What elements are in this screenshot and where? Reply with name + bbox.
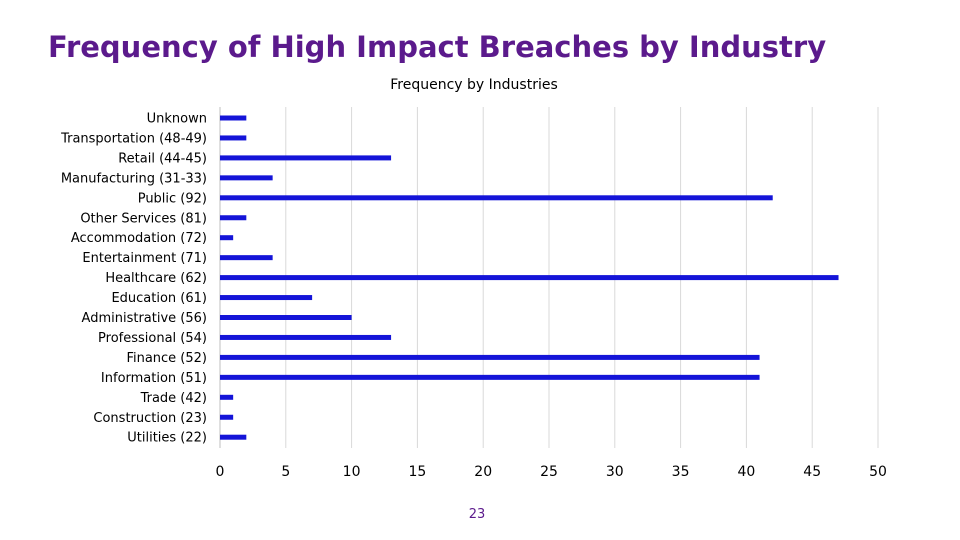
category-label: Transportation (48-49) (60, 131, 207, 146)
x-tick-label: 30 (606, 464, 624, 480)
bar (220, 155, 392, 161)
bar (220, 115, 247, 121)
bar (220, 195, 773, 201)
category-label: Education (61) (111, 291, 207, 306)
x-tick-label: 40 (737, 464, 755, 480)
bar (220, 215, 247, 221)
category-label: Unknown (147, 112, 207, 127)
bar (220, 394, 234, 400)
category-label: Public (92) (138, 191, 207, 206)
bar (220, 374, 760, 380)
category-label: Other Services (81) (80, 211, 207, 226)
bar (220, 334, 392, 340)
category-labels: Unknown Transportation (48-49) Retail (44-… (60, 112, 207, 446)
x-tick-label: 35 (672, 464, 690, 480)
category-label: Trade (42) (140, 391, 207, 406)
x-tick-label: 20 (474, 464, 492, 480)
bar (220, 235, 234, 241)
x-tick-label: 5 (281, 464, 290, 480)
category-label: Professional (54) (98, 331, 207, 346)
chart-title: Frequency by Industries (390, 77, 558, 93)
bars (220, 115, 839, 440)
x-tick-label: 50 (869, 464, 887, 480)
category-label: Construction (23) (93, 411, 207, 426)
bar (220, 255, 273, 261)
bar (220, 175, 273, 181)
bar (220, 354, 760, 360)
category-label: Manufacturing (31-33) (61, 171, 207, 186)
x-tick-label: 45 (803, 464, 821, 480)
bar (220, 275, 839, 281)
bar (220, 414, 234, 420)
x-tick-labels: 0 5 10 15 20 25 30 35 40 45 50 (216, 464, 887, 480)
category-label: Retail (44-45) (118, 151, 207, 166)
x-tick-label: 10 (343, 464, 361, 480)
bar (220, 295, 313, 301)
slide-title: Frequency of High Impact Breaches by Ind… (48, 30, 827, 64)
category-label: Accommodation (72) (71, 231, 207, 246)
category-label: Finance (52) (126, 351, 207, 366)
x-tick-label: 15 (408, 464, 426, 480)
category-label: Administrative (56) (82, 311, 207, 326)
x-tick-label: 25 (540, 464, 558, 480)
category-label: Utilities (22) (127, 431, 207, 446)
bar (220, 434, 247, 440)
category-label: Information (51) (101, 371, 207, 386)
bar (220, 315, 352, 320)
page-number: 23 (468, 507, 486, 522)
x-tick-label: 0 (216, 464, 225, 480)
category-label: Healthcare (62) (105, 271, 207, 286)
bar (220, 135, 247, 141)
category-label: Entertainment (71) (82, 251, 207, 266)
